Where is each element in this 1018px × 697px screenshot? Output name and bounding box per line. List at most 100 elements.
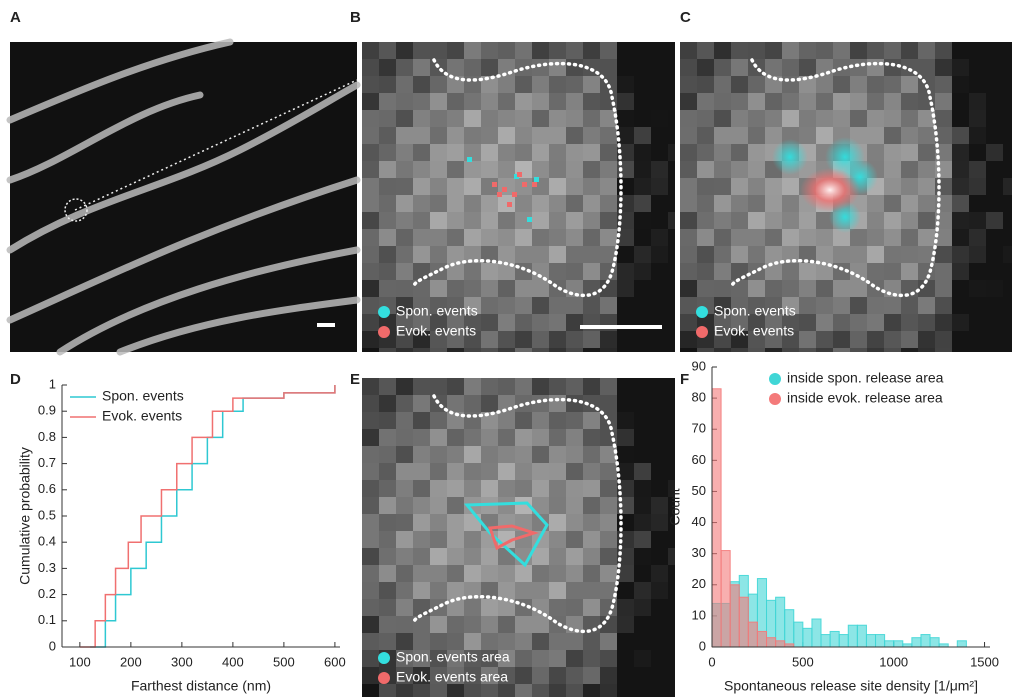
- image-pixel: [748, 212, 765, 229]
- image-pixel: [549, 650, 566, 667]
- image-pixel: [515, 93, 532, 110]
- image-pixel: [362, 616, 379, 633]
- image-pixel: [464, 42, 481, 59]
- image-pixel: [447, 599, 464, 616]
- image-pixel: [782, 93, 799, 110]
- image-pixel: [583, 412, 600, 429]
- panel-label: C: [680, 9, 691, 26]
- image-pixel: [396, 59, 413, 76]
- legend-marker: [769, 373, 781, 385]
- image-pixel: [816, 110, 833, 127]
- image-pixel: [549, 42, 566, 59]
- image-pixel: [765, 263, 782, 280]
- image-pixel: [498, 246, 515, 263]
- image-pixel: [379, 480, 396, 497]
- y-tick-label: 0.8: [38, 429, 56, 444]
- image-pixel: [651, 212, 668, 229]
- image-pixel: [731, 178, 748, 195]
- image-pixel: [379, 599, 396, 616]
- image-pixel: [566, 229, 583, 246]
- image-pixel: [447, 263, 464, 280]
- image-pixel: [850, 348, 867, 352]
- image-pixel: [583, 178, 600, 195]
- image-pixel: [362, 161, 379, 178]
- image-pixel: [668, 633, 675, 650]
- histogram-bar: [857, 625, 866, 647]
- image-pixel: [583, 76, 600, 93]
- image-pixel: [481, 548, 498, 565]
- image-pixel: [600, 42, 617, 59]
- image-pixel: [498, 565, 515, 582]
- image-pixel: [731, 59, 748, 76]
- y-axis-label: Count: [667, 488, 683, 525]
- image-pixel: [816, 297, 833, 314]
- image-pixel: [464, 76, 481, 93]
- image-pixel: [714, 110, 731, 127]
- image-pixel: [634, 110, 651, 127]
- image-pixel: [668, 178, 675, 195]
- image-pixel: [600, 548, 617, 565]
- legend-label: Spon. events: [396, 303, 478, 319]
- image-pixel: [833, 280, 850, 297]
- image-pixel: [549, 195, 566, 212]
- image-pixel: [651, 667, 668, 684]
- image-pixel: [697, 76, 714, 93]
- image-pixel: [697, 127, 714, 144]
- image-pixel: [481, 599, 498, 616]
- image-pixel: [782, 76, 799, 93]
- image-pixel: [515, 314, 532, 331]
- image-pixel: [714, 161, 731, 178]
- image-pixel: [532, 348, 549, 352]
- image-pixel: [362, 650, 379, 667]
- image-pixel: [935, 314, 952, 331]
- image-pixel: [566, 514, 583, 531]
- image-pixel: [634, 348, 651, 352]
- image-pixel: [566, 144, 583, 161]
- image-pixel: [566, 127, 583, 144]
- image-pixel: [481, 59, 498, 76]
- image-pixel: [515, 429, 532, 446]
- image-pixel: [1003, 93, 1012, 110]
- image-pixel: [566, 93, 583, 110]
- image-pixel: [498, 684, 515, 697]
- image-pixel: [379, 161, 396, 178]
- image-pixel: [833, 110, 850, 127]
- image-pixel: [379, 178, 396, 195]
- image-pixel: [952, 76, 969, 93]
- image-pixel: [583, 144, 600, 161]
- image-pixel: [464, 93, 481, 110]
- image-pixel: [867, 348, 884, 352]
- image-pixel: [583, 497, 600, 514]
- event-dot: [534, 177, 539, 182]
- image-pixel: [362, 531, 379, 548]
- image-pixel: [430, 144, 447, 161]
- image-pixel: [1003, 195, 1012, 212]
- image-pixel: [430, 548, 447, 565]
- image-pixel: [680, 93, 697, 110]
- image-pixel: [464, 616, 481, 633]
- event-dot: [512, 192, 517, 197]
- histogram-bar: [921, 635, 930, 647]
- image-pixel: [986, 110, 1003, 127]
- image-pixel: [867, 110, 884, 127]
- histogram-bar: [839, 635, 848, 647]
- event-dot: [502, 187, 507, 192]
- image-pixel: [680, 212, 697, 229]
- image-pixel: [549, 463, 566, 480]
- legend-marker: [378, 652, 390, 664]
- image-pixel: [362, 565, 379, 582]
- image-pixel: [634, 599, 651, 616]
- image-pixel: [532, 667, 549, 684]
- event-dot: [467, 157, 472, 162]
- image-pixel: [651, 599, 668, 616]
- image-pixel: [396, 76, 413, 93]
- image-pixel: [782, 229, 799, 246]
- image-pixel: [901, 212, 918, 229]
- image-pixel: [396, 429, 413, 446]
- image-pixel: [816, 93, 833, 110]
- image-pixel: [447, 93, 464, 110]
- image-pixel: [901, 229, 918, 246]
- image-pixel: [952, 246, 969, 263]
- image-pixel: [566, 599, 583, 616]
- image-pixel: [850, 93, 867, 110]
